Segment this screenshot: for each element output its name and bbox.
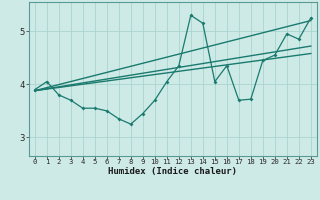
X-axis label: Humidex (Indice chaleur): Humidex (Indice chaleur) — [108, 167, 237, 176]
